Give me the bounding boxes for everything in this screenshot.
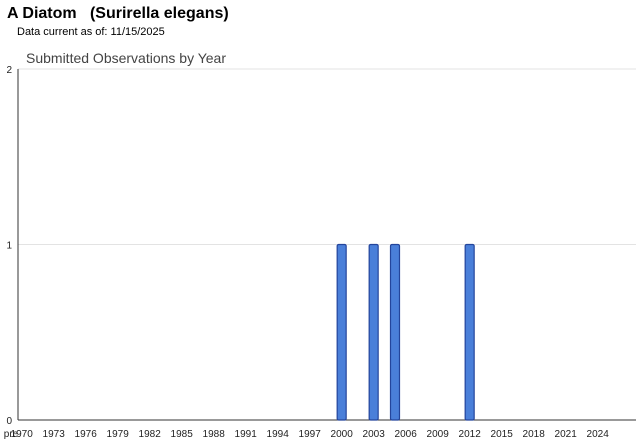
y-tick-label: 0	[6, 416, 12, 427]
x-tick-label: 2024	[587, 429, 610, 440]
x-tick-label: 1985	[171, 429, 194, 440]
x-tick-label: pre	[4, 429, 19, 440]
x-tick-label: 1970	[11, 429, 34, 440]
data-current-date: Data current as of: 11/15/2025	[17, 26, 165, 38]
bar-2012	[464, 243, 475, 421]
x-tick-label: 2009	[427, 429, 450, 440]
x-tick-label: 1991	[235, 429, 258, 440]
y-tick-label: 2	[6, 65, 12, 76]
chart-title: Submitted Observations by Year	[26, 50, 227, 66]
bar-2005	[389, 243, 401, 421]
x-tick-label: 1988	[203, 429, 226, 440]
x-tick-label: 2003	[363, 429, 386, 440]
bar-2003	[368, 243, 379, 421]
x-tick-label: 2006	[395, 429, 418, 440]
x-tick-label: 1979	[107, 429, 130, 440]
x-tick-label: 1973	[43, 429, 66, 440]
x-tick-label: 1976	[75, 429, 98, 440]
y-tick-label: 1	[6, 241, 12, 252]
x-tick-label: 2021	[555, 429, 578, 440]
x-tick-label: 2012	[459, 429, 482, 440]
x-tick-label: 2018	[523, 429, 546, 440]
x-tick-label: 1982	[139, 429, 162, 440]
x-tick-label: 2000	[331, 429, 354, 440]
x-tick-label: 1997	[299, 429, 322, 440]
x-tick-label: 1994	[267, 429, 290, 440]
bar-2000	[336, 243, 347, 421]
x-tick-label: 2015	[491, 429, 514, 440]
species-title: A Diatom (Surirella elegans)	[7, 5, 229, 22]
